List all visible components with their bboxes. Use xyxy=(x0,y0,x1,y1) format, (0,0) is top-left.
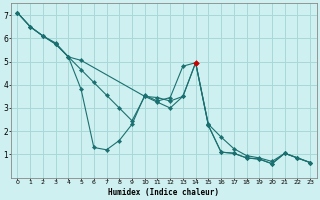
X-axis label: Humidex (Indice chaleur): Humidex (Indice chaleur) xyxy=(108,188,219,197)
